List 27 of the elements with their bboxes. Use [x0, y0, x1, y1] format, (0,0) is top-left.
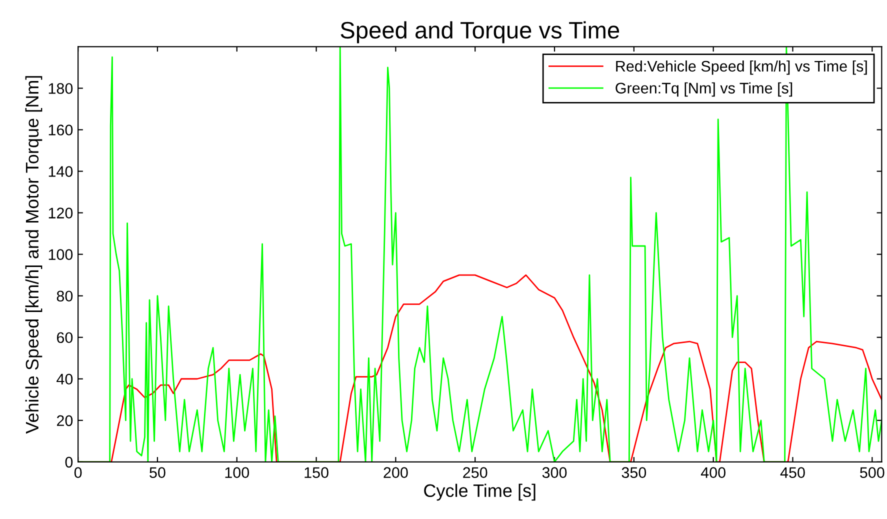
x-tick-label: 300: [542, 467, 567, 478]
y-tick-label: 60: [56, 332, 73, 344]
x-tick-label: 500: [860, 467, 884, 478]
x-tick-label: 100: [225, 467, 250, 478]
y-tick-label: 0: [65, 456, 73, 468]
x-tick-label: 250: [463, 467, 488, 478]
line-series: [78, 46, 882, 462]
y-tick-label: 120: [48, 208, 73, 218]
x-tick-label: 400: [700, 467, 726, 478]
y-tick-label: 180: [48, 83, 73, 94]
x-axis-title: Cycle Time [s]: [424, 484, 536, 501]
x-tick-label: 200: [384, 467, 408, 478]
x-tick-label: 350: [622, 467, 646, 478]
x-tick-label: 0: [74, 467, 82, 478]
x-tick-label: 50: [150, 467, 166, 478]
y-tick-label: 100: [48, 249, 73, 260]
chart-title: Speed and Torque vs Time: [340, 21, 620, 44]
y-axis-title: Vehicle Speed [km/h] and Motor Torque [Nm]: [25, 76, 42, 434]
legend-label: Green:Tq [Nm] vs Time [s]: [616, 82, 792, 97]
y-tick-label: 140: [48, 166, 73, 177]
y-tick-label: 80: [56, 290, 73, 302]
y-tick-label: 20: [56, 415, 73, 426]
x-tick-label: 150: [304, 467, 328, 478]
y-tick-label: 40: [56, 374, 73, 385]
y-tick-label: 160: [48, 124, 73, 136]
legend-label: Red:Vehicle Speed [km/h] vs Time [s]: [616, 60, 867, 75]
x-tick-label: 450: [780, 467, 805, 478]
